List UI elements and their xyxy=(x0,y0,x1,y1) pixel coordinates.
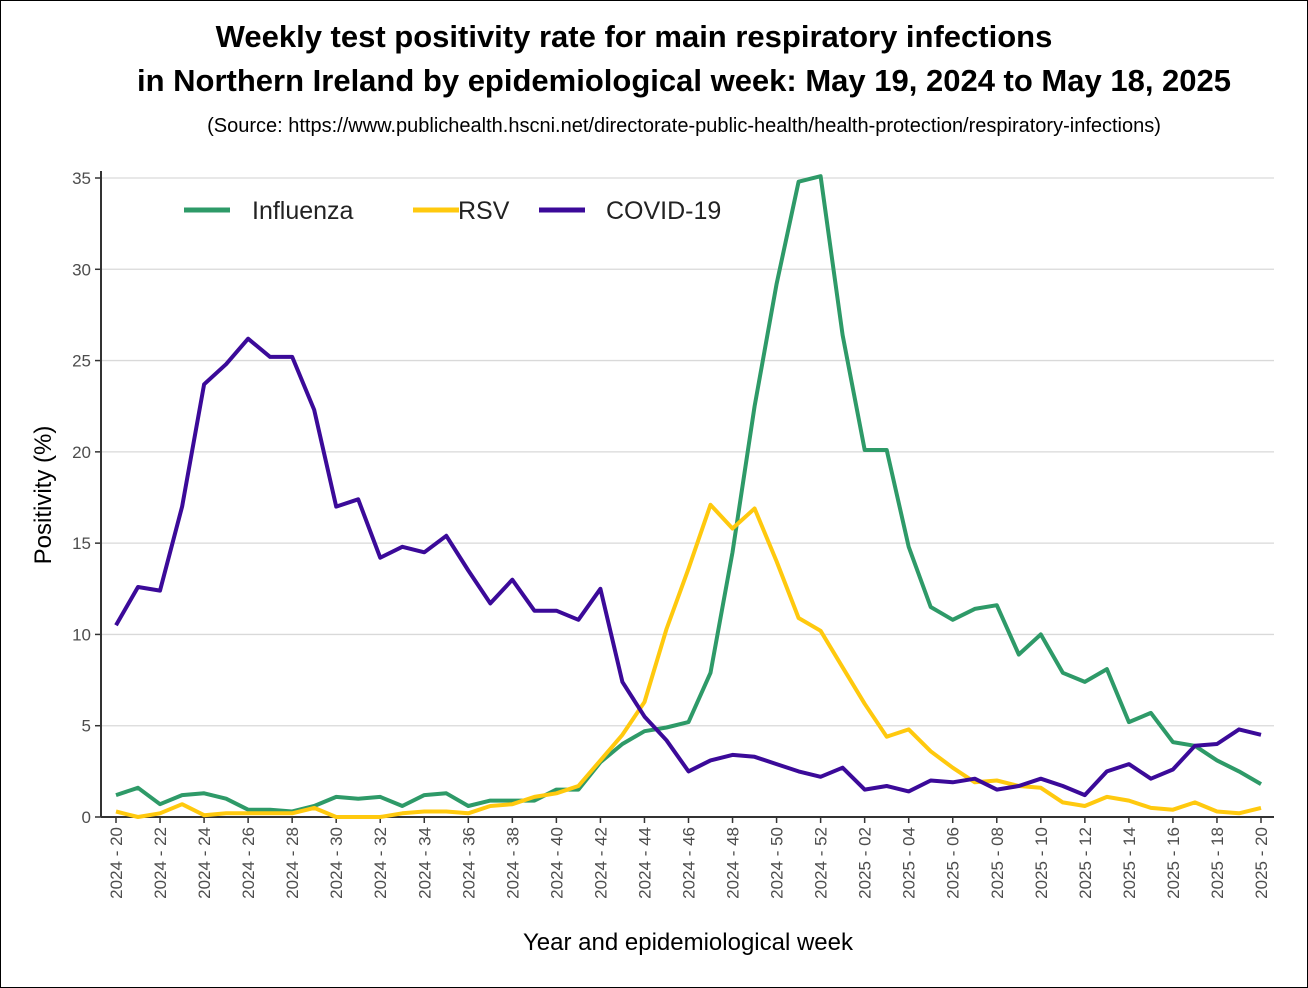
x-tick-label: 2025 - 06 xyxy=(944,827,963,899)
y-tick-label: 35 xyxy=(72,169,91,188)
chart-subtitle-source: (Source: https://www.publichealth.hscni.… xyxy=(207,115,1161,137)
x-tick-label: 2025 - 08 xyxy=(988,827,1007,899)
x-tick-label: 2025 - 16 xyxy=(1164,827,1183,899)
y-tick-label: 0 xyxy=(82,808,91,827)
x-tick-label: 2024 - 34 xyxy=(415,827,434,899)
series-line-covid-19 xyxy=(114,336,1262,798)
legend-label: RSV xyxy=(458,197,510,225)
x-tick-label: 2024 - 44 xyxy=(635,827,654,899)
x-tick-label: 2024 - 28 xyxy=(283,827,302,899)
y-tick-label: 10 xyxy=(72,625,91,644)
x-tick-label: 2024 - 52 xyxy=(812,827,831,899)
y-tick-label: 5 xyxy=(82,717,91,736)
x-tick-label: 2024 - 26 xyxy=(239,827,258,899)
x-tick-label: 2024 - 36 xyxy=(459,827,478,899)
y-tick-label: 30 xyxy=(72,260,91,279)
series-line-influenza xyxy=(115,174,1262,814)
x-tick-label: 2024 - 42 xyxy=(591,827,610,899)
x-tick-label: 2025 - 12 xyxy=(1076,827,1095,899)
chart-title-line2: in Northern Ireland by epidemiological w… xyxy=(136,63,1232,98)
x-tick-label: 2024 - 24 xyxy=(195,827,214,899)
x-tick-label: 2024 - 32 xyxy=(371,827,390,899)
x-tick-label: 2025 - 18 xyxy=(1208,827,1227,899)
x-tick-label: 2025 - 10 xyxy=(1032,827,1051,899)
series-line-rsv xyxy=(115,502,1262,819)
x-tick-label: 2025 - 20 xyxy=(1252,827,1271,899)
chart-title-line1: Weekly test positivity rate for main res… xyxy=(215,19,1053,54)
x-axis-label: Year and epidemiological week xyxy=(523,929,854,956)
x-tick-label: 2025 - 02 xyxy=(856,827,875,899)
x-tick-label: 2025 - 14 xyxy=(1120,827,1139,899)
x-tick-label: 2024 - 46 xyxy=(680,827,699,899)
x-tick-label: 2024 - 48 xyxy=(724,827,743,899)
y-tick-label: 20 xyxy=(72,443,91,462)
y-axis-label: Positivity (%) xyxy=(30,426,57,565)
x-tick-label: 2024 - 30 xyxy=(327,827,346,899)
x-tick-label: 2024 - 40 xyxy=(547,827,566,899)
y-tick-label: 25 xyxy=(72,352,91,371)
legend-label: COVID-19 xyxy=(606,197,721,225)
x-tick-label: 2024 - 22 xyxy=(151,827,170,899)
x-tick-label: 2024 - 50 xyxy=(768,827,787,899)
x-tick-label: 2024 - 38 xyxy=(503,827,522,899)
x-tick-label: 2025 - 04 xyxy=(900,827,919,899)
y-tick-label: 15 xyxy=(72,534,91,553)
legend-label: Influenza xyxy=(252,197,354,225)
x-tick-label: 2024 - 20 xyxy=(107,827,126,899)
